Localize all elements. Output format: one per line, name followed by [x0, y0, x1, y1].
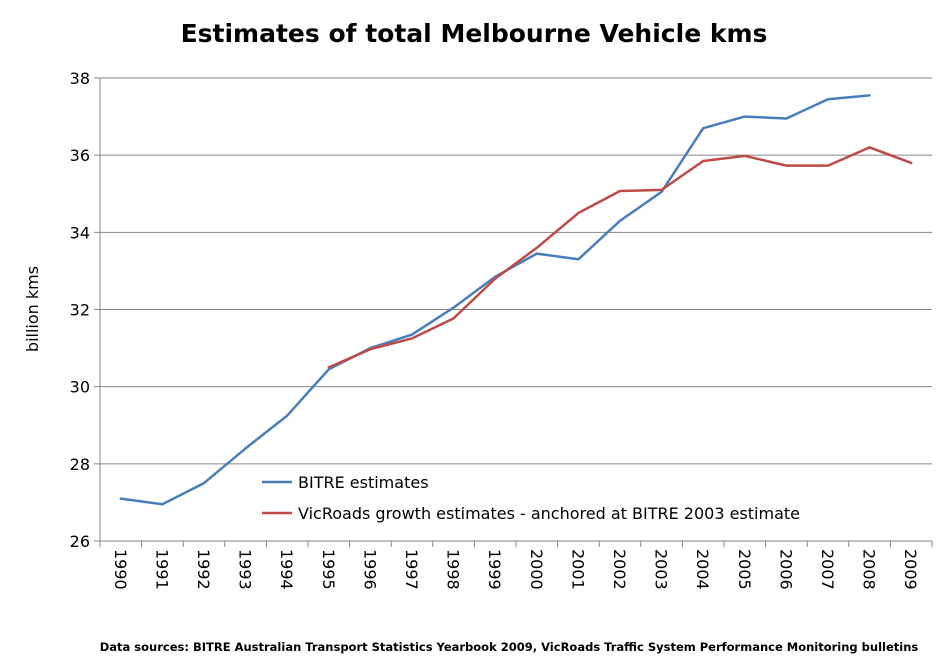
x-tick-label: 1999: [485, 549, 504, 590]
legend-label: BITRE estimates: [298, 473, 429, 492]
x-tick-label: 2000: [527, 549, 546, 590]
legend: BITRE estimates VicRoads growth estimates…: [262, 473, 800, 523]
x-tick-label: 1994: [277, 549, 296, 590]
x-tick-label: 1990: [111, 549, 130, 590]
data-source-note: Data sources: BITRE Australian Transport…: [100, 640, 919, 654]
x-axis-ticks: 1990 1991 1992 1993 1994 1995 1996 1997 1998 1999…: [99, 541, 933, 590]
x-tick-label: 2008: [860, 549, 879, 590]
y-tick-label: 38: [70, 69, 90, 88]
y-tick-label: 30: [70, 378, 90, 397]
x-tick-label: 2003: [652, 549, 671, 590]
y-tick-label: 36: [70, 146, 90, 165]
y-tick-label: 32: [70, 301, 90, 320]
x-tick-label: 1997: [402, 549, 421, 590]
x-tick-label: 2001: [568, 549, 587, 590]
legend-label: VicRoads growth estimates - anchored at …: [298, 504, 800, 523]
x-tick-label: 2004: [693, 549, 712, 590]
x-tick-label: 1993: [236, 549, 255, 590]
x-tick-label: 2002: [610, 549, 629, 590]
y-axis-ticks: 26 28 30 32 34 36 38: [70, 69, 100, 551]
y-tick-label: 34: [70, 223, 90, 242]
x-tick-label: 1992: [194, 549, 213, 590]
x-tick-label: 1995: [319, 549, 338, 590]
series-line-2: [327, 146, 913, 369]
x-tick-label: 2006: [776, 549, 795, 590]
x-tick-label: 1991: [152, 549, 171, 590]
x-tick-label: 1998: [444, 549, 463, 590]
y-tick-label: 26: [70, 532, 90, 551]
series-line-1: [119, 94, 871, 506]
y-axis-label: billion kms: [23, 266, 42, 352]
x-tick-label: 2009: [901, 549, 920, 590]
x-tick-label: 1996: [360, 549, 379, 590]
series-lines: [119, 94, 913, 506]
y-tick-label: 28: [70, 455, 90, 474]
chart-title: Estimates of total Melbourne Vehicle kms: [181, 19, 768, 48]
gridlines: [99, 77, 932, 542]
x-tick-label: 2007: [818, 549, 837, 590]
x-tick-label: 2005: [735, 549, 754, 590]
